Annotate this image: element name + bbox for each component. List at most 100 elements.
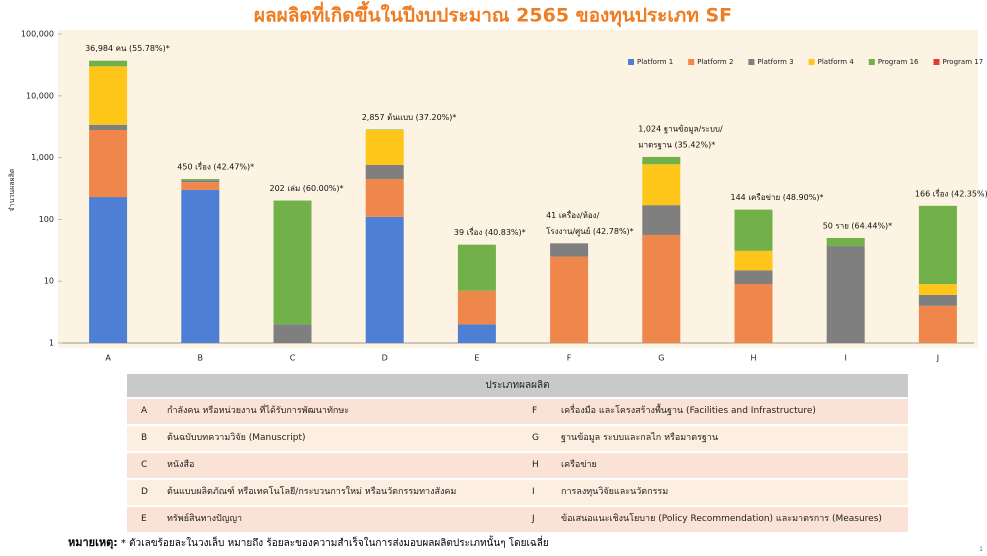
- table-row: D ต้นแบบผลิตภัณฑ์ หรือเทคโนโลยี/กระบวนการ…: [127, 478, 908, 505]
- bar-segment: [89, 129, 128, 198]
- table-description: ต้นแบบผลิตภัณฑ์ หรือเทคโนโลยี/กระบวนการใ…: [167, 487, 457, 497]
- bar-segment: [457, 290, 496, 325]
- table-code: J: [532, 514, 535, 524]
- annotation: 1,024 ฐานข้อมูล/ระบบ/: [638, 124, 723, 134]
- y-tick-label: 100,000: [21, 30, 54, 39]
- chart-title: ผลผลิตที่เกิดขึ้นในปีงบประมาณ 2565 ของทุ…: [254, 1, 732, 28]
- x-tick-label: C: [290, 354, 296, 363]
- x-tick-label: H: [750, 354, 756, 363]
- table-code: D: [141, 487, 148, 497]
- annotation: 36,984 คน (55.78%)*: [85, 44, 170, 53]
- legend-label: Program 16: [878, 58, 919, 66]
- bar-segment: [181, 189, 220, 343]
- annotation: 41 เครื่อง/ห้อง/: [546, 209, 599, 220]
- bar-segment: [365, 129, 404, 165]
- legend-swatch: [628, 59, 634, 65]
- legend-swatch: [748, 59, 755, 65]
- table-code: E: [141, 514, 147, 524]
- x-tick-label: J: [936, 354, 939, 363]
- table-description: ฐานข้อมูล ระบบและกลไก หรือมาตรฐาน: [561, 433, 719, 443]
- bar-segment: [181, 182, 220, 190]
- bar-segment: [89, 197, 128, 343]
- table-row: B ต้นฉบับบทความวิจัย (Manuscript) G ฐานข้อม…: [127, 424, 908, 451]
- bar-segment: [734, 284, 773, 343]
- bar-segment: [365, 164, 404, 180]
- table-row: C หนังสือ H เครือข่าย: [127, 451, 908, 478]
- y-tick-label: 100: [39, 215, 54, 224]
- table-code: I: [532, 487, 535, 497]
- table-description: หนังสือ: [167, 460, 195, 470]
- footnote-label: หมายเหตุ:: [68, 536, 118, 549]
- x-tick-label: G: [658, 354, 664, 363]
- bar-segment: [734, 209, 773, 251]
- legend-swatch: [688, 59, 695, 65]
- bar-segment: [642, 205, 681, 235]
- annotation: 50 ราย (64.44%)*: [823, 222, 893, 231]
- bar-segment: [918, 205, 957, 285]
- bar-segment: [734, 270, 773, 285]
- table-code: H: [532, 460, 539, 470]
- annotation: 2,857 ต้นแบบ (37.20%)*: [362, 113, 457, 122]
- footnote-text: * ตัวเลขร้อยละในวงเล็บ หมายถึง ร้อยละของ…: [120, 538, 549, 549]
- bar-segment: [918, 284, 957, 295]
- legend-label: Program 17: [942, 58, 983, 66]
- annotation: 39 เรื่อง (40.83%)*: [454, 226, 526, 237]
- legend-label: Platform 3: [757, 58, 793, 66]
- table-header: ประเภทผลผลิต: [127, 374, 908, 397]
- table-code: C: [141, 460, 148, 470]
- bar-segment: [642, 234, 681, 343]
- table-code: F: [532, 406, 538, 416]
- legend-table: ประเภทผลผลิต A กำลังคน หรือหน่วยงาน ที่ได…: [127, 374, 908, 532]
- annotation: 450 เรื่อง (42.47%)*: [177, 161, 254, 172]
- legend-swatch: [808, 59, 815, 65]
- bar-segment: [365, 216, 404, 343]
- table-description: ข้อเสนอแนะเชิงนโยบาย (Policy Recommendat…: [561, 514, 882, 524]
- bar-segment: [642, 156, 681, 165]
- legend-swatch: [868, 59, 875, 65]
- x-tick-label: D: [382, 354, 388, 363]
- legend-label: Platform 1: [637, 58, 673, 66]
- x-tick-label: A: [105, 354, 111, 363]
- x-tick-label: B: [198, 354, 204, 363]
- table-description: เครือข่าย: [561, 460, 597, 470]
- bar-segment: [181, 180, 220, 183]
- bar-segment: [273, 324, 312, 343]
- table-description: ต้นฉบับบทความวิจัย (Manuscript): [167, 433, 306, 443]
- table-row: E ทรัพย์สินทางปัญญา J ข้อเสนอแนะเชิงนโยบาย …: [127, 505, 908, 532]
- annotation: มาตรฐาน (35.42%)*: [638, 140, 715, 149]
- bar-segment: [642, 164, 681, 206]
- table-description: เครื่องมือ และโครงสร้างพื้นฐาน (Faciliti…: [561, 406, 816, 416]
- bar-segment: [826, 238, 865, 247]
- chart: ผลผลิตที่เกิดขึ้นในปีงบประมาณ 2565 ของทุ…: [8, 1, 987, 363]
- table-row: A กำลังคน หรือหน่วยงาน ที่ได้รับการพัฒนาท…: [127, 397, 908, 424]
- table-code: G: [532, 433, 539, 443]
- bar-segment: [273, 200, 312, 325]
- y-axis-label: จำนวนผลผลิต: [8, 168, 16, 211]
- annotation: 202 เล่ม (60.00%)*: [270, 184, 344, 193]
- annotation: 166 เรื่อง (42.35%)*: [915, 187, 987, 198]
- bar-segment: [550, 243, 589, 257]
- legend-label: Platform 4: [818, 58, 855, 66]
- page-number: 1: [979, 546, 983, 553]
- y-tick-label: 10: [44, 277, 54, 286]
- bar-segment: [365, 179, 404, 217]
- legend-label: Platform 2: [697, 58, 733, 66]
- y-tick-label: 1: [49, 339, 54, 348]
- bar-segment: [550, 256, 589, 343]
- footnote: หมายเหตุ: * ตัวเลขร้อยละในวงเล็บ หมายถึง…: [68, 533, 549, 551]
- annotation: 144 เครือข่าย (48.90%)*: [731, 193, 824, 202]
- bar-segment: [457, 324, 496, 343]
- y-tick-label: 1,000: [31, 153, 54, 162]
- bar-segment: [89, 124, 128, 130]
- x-tick-label: I: [845, 354, 847, 363]
- bar-segment: [89, 66, 128, 125]
- bar-segment: [918, 305, 957, 343]
- x-tick-label: F: [567, 354, 572, 363]
- bar-segment: [181, 179, 220, 181]
- annotation: โรงงาน/ศูนย์ (42.78%)*: [546, 226, 634, 237]
- y-tick-label: 10,000: [26, 91, 54, 100]
- table-description: กำลังคน หรือหน่วยงาน ที่ได้รับการพัฒนาทั…: [167, 406, 350, 416]
- bar-segment: [918, 294, 957, 306]
- bar-segment: [457, 244, 496, 291]
